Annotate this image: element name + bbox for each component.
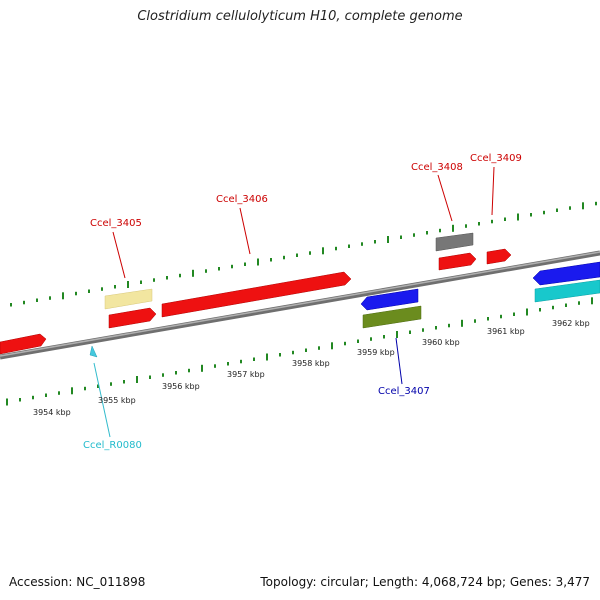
gene-label-ccel3405: Ccel_3405 — [90, 218, 142, 229]
scale-label-3955: 3955 kbp — [98, 396, 136, 405]
gene-arrow-red-ccel3406[interactable] — [161, 271, 352, 318]
accession-text: Accession: NC_011898 — [9, 575, 146, 589]
gene-arrow-red-ccel3409[interactable] — [486, 248, 512, 265]
gene-marker-cyan-r0080[interactable] — [89, 345, 98, 358]
scale-label-3957: 3957 kbp — [227, 370, 265, 379]
label-leader-lines — [93, 166, 495, 438]
outer-tick-track — [10, 201, 597, 307]
gene-label-ccel3409: Ccel_3409 — [470, 153, 522, 164]
scale-label-3954: 3954 kbp — [33, 408, 71, 417]
gene-arrow-blue-right[interactable] — [532, 261, 600, 286]
gene-arrow-blue-ccel3407[interactable] — [360, 288, 419, 311]
gene-label-ccel3407: Ccel_3407 — [378, 386, 430, 397]
gene-block-cyan-right[interactable] — [534, 279, 600, 303]
gene-block-gray[interactable] — [435, 232, 474, 252]
scale-label-3960: 3960 kbp — [422, 338, 460, 347]
gene-arrow-red-ccel3405[interactable] — [108, 307, 157, 329]
scale-label-3958: 3958 kbp — [292, 359, 330, 368]
scale-label-3956: 3956 kbp — [162, 382, 200, 391]
scale-label-3962: 3962 kbp — [552, 319, 590, 328]
genome-summary-text: Topology: circular; Length: 4,068,724 bp… — [260, 575, 590, 589]
gene-label-ccel-r0080: Ccel_R0080 — [83, 440, 142, 451]
gene-block-olive[interactable] — [362, 305, 422, 329]
genome-backbone-highlight — [0, 251, 600, 357]
gene-block-yellow[interactable] — [104, 288, 153, 310]
genome-backbone — [0, 250, 600, 360]
gene-arrow-red-ccel3408[interactable] — [438, 252, 477, 271]
gene-label-ccel3408: Ccel_3408 — [411, 162, 463, 173]
inner-tick-track — [6, 297, 593, 406]
gene-label-ccel3406: Ccel_3406 — [216, 194, 268, 205]
gene-arrow-red-leftmost[interactable] — [0, 333, 47, 355]
map-title: Clostridium cellulolyticum H10, complete… — [137, 9, 463, 24]
scale-label-3961: 3961 kbp — [487, 327, 525, 336]
scale-label-3959: 3959 kbp — [357, 348, 395, 357]
